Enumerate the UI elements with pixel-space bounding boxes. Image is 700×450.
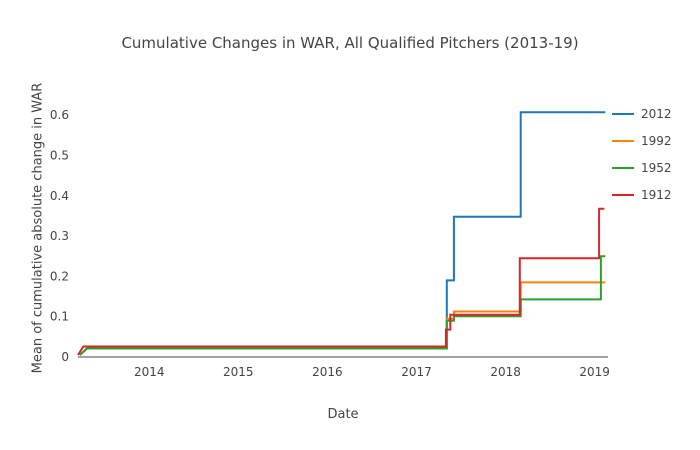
legend-item-1912[interactable]: 1912 xyxy=(612,185,672,204)
x-tick-label: 2018 xyxy=(490,365,521,379)
y-tick-label: 0.3 xyxy=(50,229,69,243)
y-tick-label: 0.5 xyxy=(50,149,69,163)
legend-label: 1992 xyxy=(641,133,672,148)
legend-line-swatch xyxy=(612,112,634,115)
series-line-1992 xyxy=(79,281,606,356)
legend-item-2012[interactable]: 2012 xyxy=(612,104,672,123)
legend-line-swatch xyxy=(612,193,634,196)
y-tick-label: 0.4 xyxy=(50,189,69,203)
x-tick-label: 2015 xyxy=(223,365,254,379)
x-tick-label: 2019 xyxy=(579,365,610,379)
x-tick-label: 2016 xyxy=(312,365,343,379)
y-tick-label: 0.1 xyxy=(50,310,69,324)
x-axis-title: Date xyxy=(327,407,359,422)
y-tick-label: 0.2 xyxy=(50,269,69,283)
legend-line-swatch xyxy=(612,166,634,169)
legend-label: 1912 xyxy=(641,187,672,202)
legend-line-swatch xyxy=(612,139,634,142)
x-tick-label: 2014 xyxy=(134,365,165,379)
series-line-1952 xyxy=(79,255,606,356)
legend-item-1952[interactable]: 1952 xyxy=(612,158,672,177)
legend-label: 2012 xyxy=(641,106,672,121)
x-tick-label: 2017 xyxy=(401,365,432,379)
y-tick-label: 0 xyxy=(61,350,69,364)
legend-label: 1952 xyxy=(641,160,672,175)
y-tick-label: 0.6 xyxy=(50,108,69,122)
legend-item-1992[interactable]: 1992 xyxy=(612,131,672,150)
y-axis-title: Mean of cumulative absolute change in WA… xyxy=(30,82,46,374)
series-line-2012 xyxy=(79,111,606,356)
series-line-1912 xyxy=(77,207,605,356)
chart-title: Cumulative Changes in WAR, All Qualified… xyxy=(121,34,579,52)
legend: 2012 1992 1952 1912 xyxy=(612,104,672,212)
